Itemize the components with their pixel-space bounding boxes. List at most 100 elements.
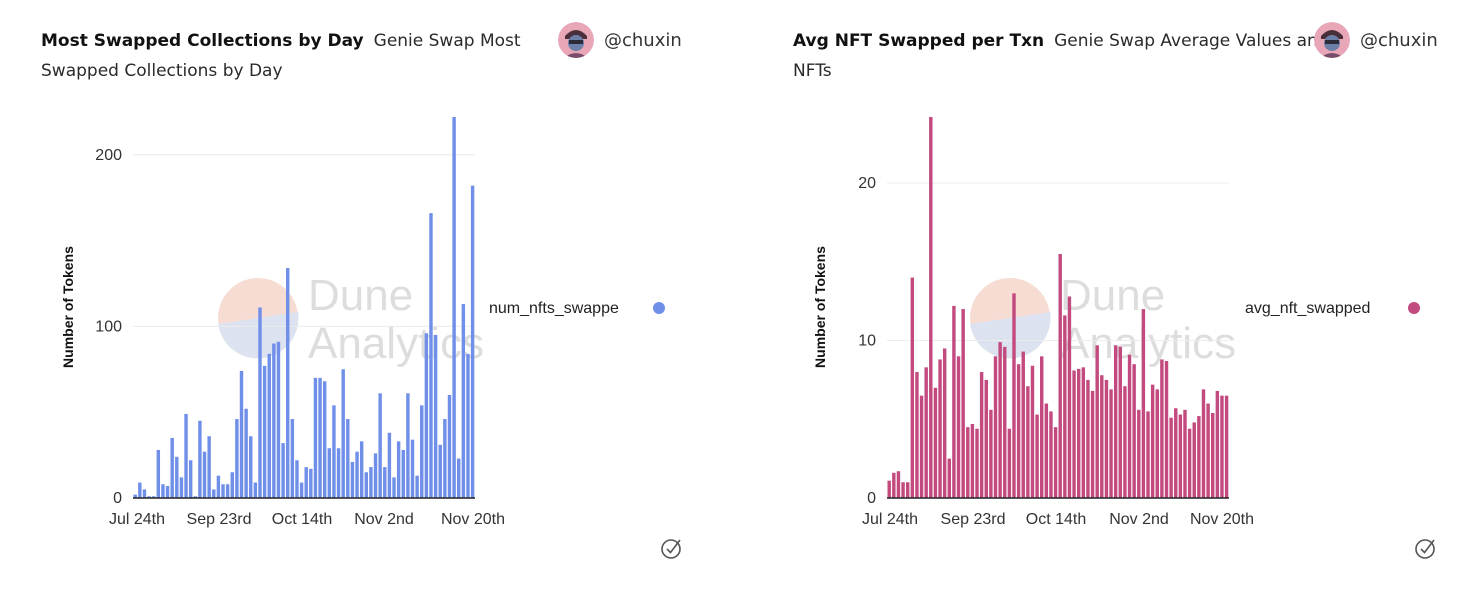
bar[interactable]	[230, 472, 234, 498]
bar[interactable]	[1155, 389, 1159, 498]
bar[interactable]	[447, 395, 452, 498]
bar[interactable]	[1044, 403, 1049, 498]
bar[interactable]	[290, 419, 295, 498]
bar[interactable]	[406, 393, 410, 498]
bar[interactable]	[332, 405, 336, 498]
bar[interactable]	[336, 448, 341, 498]
bar[interactable]	[341, 369, 345, 498]
bar[interactable]	[901, 482, 905, 498]
bar[interactable]	[225, 484, 230, 498]
bar[interactable]	[1012, 293, 1016, 498]
bar[interactable]	[170, 437, 174, 498]
bar[interactable]	[299, 482, 304, 498]
bar[interactable]	[1118, 346, 1122, 498]
bar[interactable]	[961, 309, 965, 498]
bar[interactable]	[147, 496, 151, 498]
bar[interactable]	[415, 475, 419, 498]
bar[interactable]	[1067, 296, 1072, 498]
bar[interactable]	[249, 436, 253, 498]
bar[interactable]	[443, 419, 447, 498]
bar[interactable]	[304, 467, 308, 498]
bar[interactable]	[915, 372, 919, 498]
bar[interactable]	[933, 387, 938, 498]
bar[interactable]	[1192, 422, 1196, 498]
bar[interactable]	[466, 353, 470, 498]
bar[interactable]	[1104, 379, 1109, 498]
bar[interactable]	[355, 451, 359, 498]
bar[interactable]	[942, 348, 947, 498]
bar[interactable]	[1086, 379, 1090, 498]
bar[interactable]	[919, 395, 924, 498]
bar[interactable]	[207, 436, 211, 498]
bar[interactable]	[910, 277, 915, 498]
bar[interactable]	[216, 475, 221, 498]
bar[interactable]	[188, 460, 193, 498]
bar[interactable]	[1016, 364, 1021, 498]
bar[interactable]	[142, 489, 147, 498]
bar[interactable]	[276, 341, 281, 498]
bar[interactable]	[373, 453, 378, 498]
bar[interactable]	[924, 367, 928, 498]
bar[interactable]	[896, 471, 901, 498]
bar[interactable]	[984, 379, 988, 498]
bar[interactable]	[1123, 386, 1127, 498]
bar[interactable]	[947, 458, 951, 498]
bar[interactable]	[1003, 346, 1007, 498]
author[interactable]: @chuxin	[1314, 22, 1438, 58]
bar[interactable]	[1164, 361, 1169, 498]
bar[interactable]	[258, 307, 262, 499]
bar[interactable]	[1072, 370, 1076, 498]
bar[interactable]	[1081, 367, 1086, 498]
bar[interactable]	[1150, 384, 1155, 498]
bar[interactable]	[470, 185, 475, 498]
bar[interactable]	[438, 444, 442, 498]
bar[interactable]	[244, 408, 248, 498]
bar[interactable]	[998, 342, 1002, 498]
bar[interactable]	[1146, 411, 1150, 498]
bar[interactable]	[1035, 414, 1039, 498]
bar[interactable]	[396, 441, 401, 498]
bar[interactable]	[1058, 253, 1062, 498]
bar[interactable]	[267, 353, 271, 498]
bar[interactable]	[887, 480, 891, 498]
bar[interactable]	[424, 333, 429, 498]
check-circle-icon[interactable]	[660, 536, 684, 560]
bar[interactable]	[1053, 427, 1058, 498]
bar[interactable]	[156, 449, 161, 498]
bar[interactable]	[1030, 365, 1035, 498]
bar[interactable]	[179, 477, 184, 498]
bar[interactable]	[975, 428, 979, 498]
bar[interactable]	[1220, 395, 1224, 498]
bar[interactable]	[1183, 409, 1187, 498]
bar[interactable]	[212, 489, 216, 498]
bar[interactable]	[327, 448, 332, 498]
bar[interactable]	[1100, 375, 1104, 498]
bar[interactable]	[929, 117, 933, 498]
bar[interactable]	[970, 424, 975, 498]
bar[interactable]	[1040, 356, 1044, 498]
bar[interactable]	[461, 304, 466, 498]
bar[interactable]	[938, 359, 942, 498]
bar[interactable]	[1127, 354, 1132, 498]
bar[interactable]	[359, 441, 364, 498]
legend-label[interactable]: avg_nft_swapped	[1245, 300, 1370, 317]
bar[interactable]	[253, 482, 258, 498]
bar[interactable]	[138, 482, 142, 498]
bar[interactable]	[905, 482, 910, 498]
bar[interactable]	[262, 365, 267, 498]
bar[interactable]	[272, 343, 276, 498]
bar[interactable]	[1187, 428, 1192, 498]
bar[interactable]	[1026, 386, 1030, 498]
bar[interactable]	[369, 467, 373, 498]
bar[interactable]	[457, 458, 461, 498]
bar[interactable]	[309, 468, 313, 498]
bar[interactable]	[165, 485, 170, 498]
bar[interactable]	[433, 334, 438, 498]
bar[interactable]	[387, 432, 392, 498]
bar[interactable]	[350, 461, 355, 498]
bar[interactable]	[1132, 364, 1136, 498]
bar[interactable]	[993, 356, 998, 498]
bar[interactable]	[420, 405, 424, 498]
bar[interactable]	[184, 413, 188, 498]
bar[interactable]	[452, 117, 456, 498]
